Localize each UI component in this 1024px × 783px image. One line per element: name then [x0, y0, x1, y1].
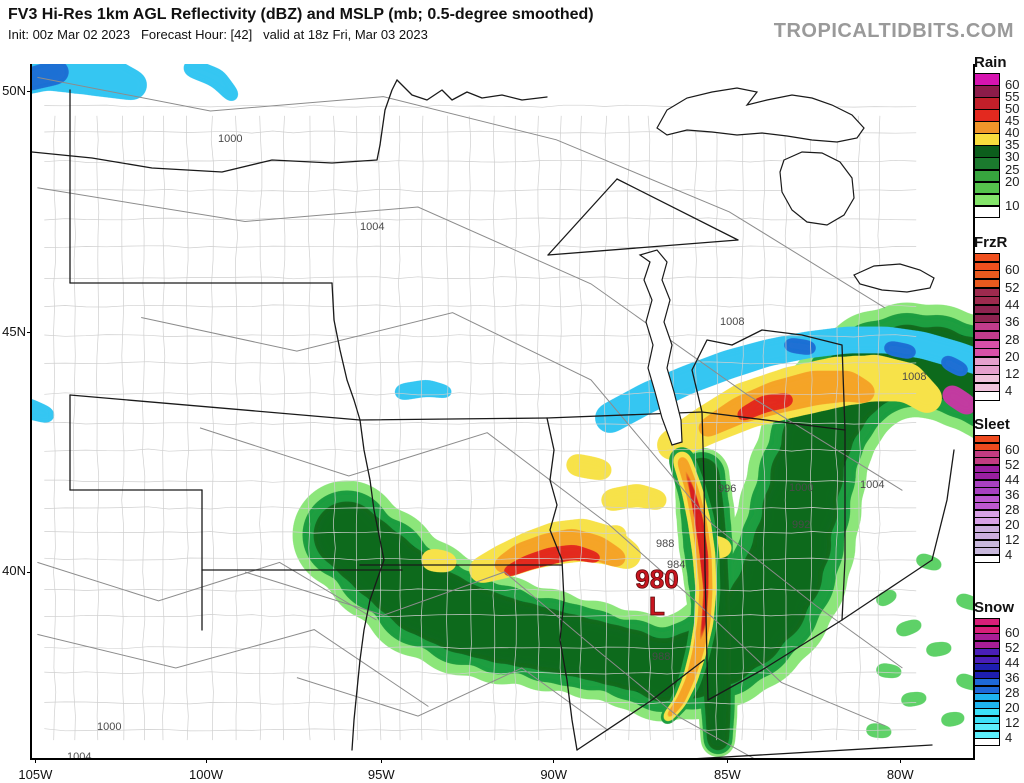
svg-text:1004: 1004	[360, 221, 384, 233]
svg-text:L: L	[649, 591, 665, 621]
svg-text:1000: 1000	[97, 721, 121, 733]
svg-text:996: 996	[718, 483, 736, 495]
svg-text:1004: 1004	[67, 751, 91, 760]
svg-text:992: 992	[792, 519, 810, 531]
svg-text:1008: 1008	[902, 371, 926, 383]
svg-text:988: 988	[652, 651, 670, 663]
svg-text:1000: 1000	[789, 482, 813, 494]
svg-text:1008: 1008	[720, 316, 744, 328]
svg-text:1000: 1000	[218, 133, 242, 145]
svg-text:988: 988	[656, 538, 674, 550]
svg-text:1004: 1004	[860, 479, 884, 491]
svg-text:980: 980	[635, 564, 678, 594]
